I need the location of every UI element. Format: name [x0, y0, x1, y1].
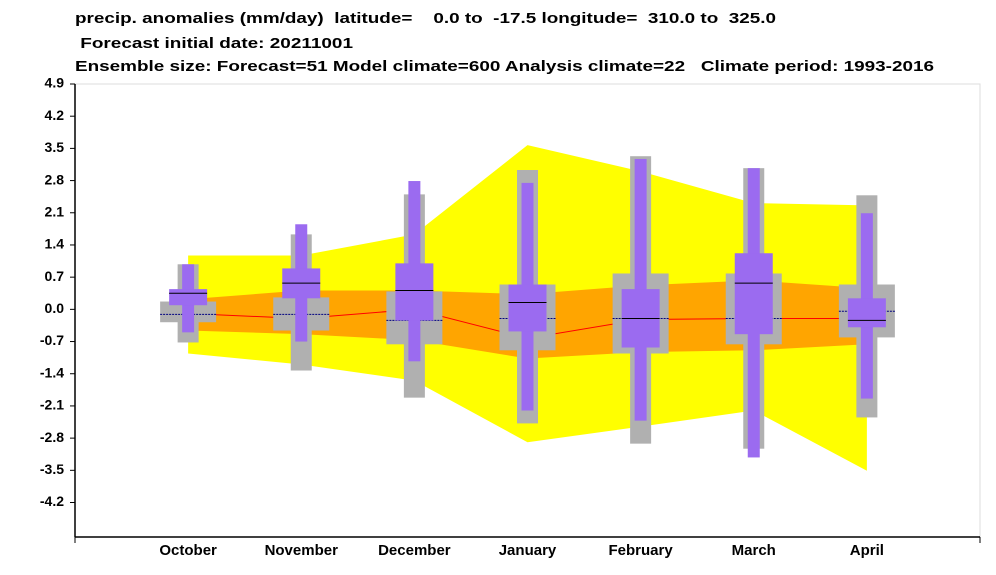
y-tick-label: 0.7	[45, 268, 65, 284]
y-tick-label: -2.1	[40, 397, 64, 413]
y-tick-label: -2.8	[40, 429, 64, 445]
title-line: precip. anomalies (mm/day) latitude= 0.0…	[75, 10, 776, 27]
box	[734, 253, 773, 335]
y-tick-label: -4.2	[40, 493, 64, 509]
y-tick-label: 2.8	[45, 171, 65, 187]
y-tick-label: 1.4	[45, 236, 65, 252]
box	[508, 284, 547, 332]
y-tick-label: 4.2	[45, 107, 65, 123]
box	[395, 263, 434, 321]
x-tick-label: October	[159, 542, 217, 559]
y-tick-label: 4.9	[45, 75, 65, 91]
x-tick-label: December	[378, 542, 451, 559]
y-tick-label: -0.7	[40, 332, 64, 348]
x-tick-label: March	[732, 542, 776, 559]
x-tick-label: April	[850, 542, 884, 559]
box	[169, 289, 208, 306]
x-tick-label: January	[499, 542, 557, 559]
x-tick-label: November	[265, 542, 339, 559]
title-line: Ensemble size: Forecast=51 Model climate…	[75, 58, 934, 75]
x-tick-label: February	[609, 542, 674, 559]
y-tick-label: 0.0	[45, 300, 65, 316]
title-line: Forecast initial date: 20211001	[75, 35, 353, 52]
y-tick-label: 2.1	[45, 203, 65, 219]
y-tick-label: 3.5	[45, 139, 65, 155]
box	[847, 298, 886, 328]
y-tick-label: -1.4	[40, 364, 64, 380]
y-tick-label: -3.5	[40, 461, 64, 477]
